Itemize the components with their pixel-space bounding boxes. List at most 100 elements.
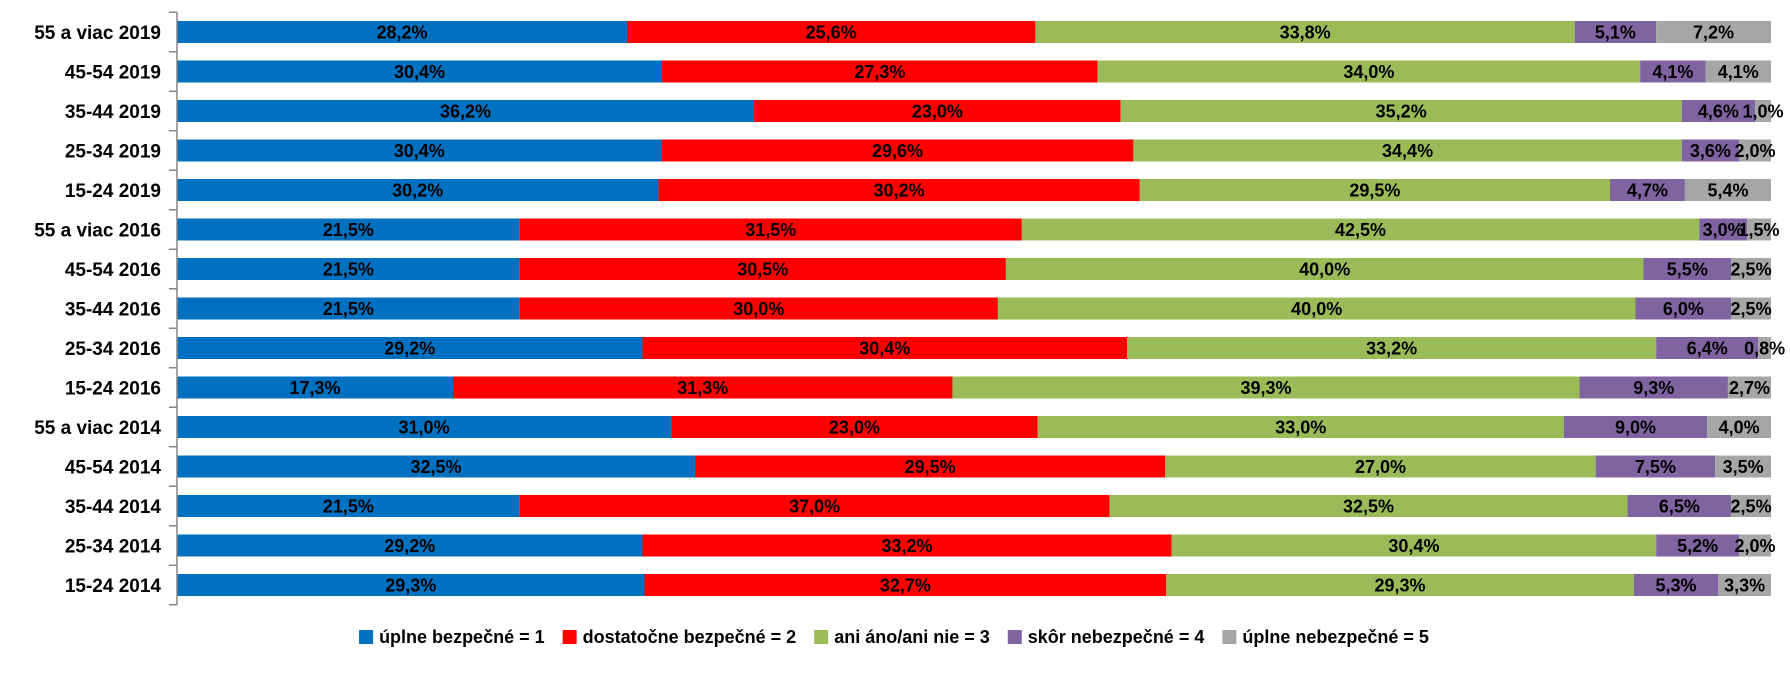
- bar-segment: [1133, 139, 1682, 162]
- bar-segment: [1747, 218, 1771, 241]
- category-label: 55 a viac 2014: [34, 418, 161, 439]
- legend-label: skôr nebezpečné = 4: [1028, 627, 1205, 647]
- data-label: 30,5%: [737, 260, 788, 280]
- bars-layer: [177, 21, 1771, 596]
- bar-segment: [1640, 60, 1706, 83]
- bar-segment: [952, 376, 1580, 399]
- bar-segment: [177, 297, 520, 320]
- category-label: 15-24 2014: [65, 576, 162, 597]
- data-label: 21,5%: [323, 299, 374, 319]
- bar-segment: [453, 376, 953, 399]
- bar-segment: [177, 534, 643, 557]
- data-label: 27,3%: [854, 62, 905, 82]
- bar-segment: [1715, 455, 1771, 478]
- data-label: 29,2%: [384, 536, 435, 556]
- category-label: 15-24 2019: [65, 181, 161, 202]
- bar-segment: [1758, 337, 1771, 359]
- data-label: 42,5%: [1335, 220, 1386, 240]
- data-label: 30,2%: [874, 181, 925, 201]
- data-label: 2,5%: [1731, 260, 1772, 280]
- bar-segment: [1005, 258, 1644, 280]
- data-label: 6,0%: [1663, 299, 1704, 319]
- data-label: 23,0%: [912, 102, 963, 122]
- data-label: 4,1%: [1718, 62, 1759, 82]
- bar-segment: [1166, 574, 1634, 596]
- data-label: 31,0%: [399, 418, 450, 438]
- data-label: 30,2%: [392, 181, 443, 201]
- data-label: 9,3%: [1633, 378, 1674, 398]
- category-labels: 55 a viac 2019 45-54 2019 35-44 2019 25-34 …: [34, 23, 161, 597]
- data-label: 7,2%: [1693, 23, 1734, 43]
- bar-segment: [1739, 139, 1771, 162]
- data-label: 21,5%: [323, 497, 374, 517]
- data-label: 6,4%: [1687, 339, 1728, 359]
- bar-segment: [997, 297, 1636, 320]
- data-label: 33,0%: [1275, 418, 1326, 438]
- bar-segment: [1699, 218, 1748, 241]
- data-label: 37,0%: [789, 497, 840, 517]
- bar-segment: [177, 100, 755, 122]
- bar-segment: [1574, 21, 1657, 43]
- category-label: 45-54 2019: [65, 63, 161, 84]
- data-label: 30,4%: [394, 141, 445, 161]
- bar-segment: [519, 258, 1006, 280]
- bar-segment: [1579, 376, 1728, 399]
- bar-segment: [1635, 297, 1732, 320]
- data-label: 4,7%: [1627, 181, 1668, 201]
- data-label: 5,5%: [1667, 260, 1708, 280]
- bar-segment: [1595, 455, 1716, 478]
- data-label: 2,0%: [1735, 141, 1776, 161]
- data-label: 34,4%: [1382, 141, 1433, 161]
- bar-segment: [642, 534, 1172, 557]
- data-label: 34,0%: [1343, 62, 1394, 82]
- data-label: 2,7%: [1729, 378, 1770, 398]
- bar-segment: [1097, 60, 1641, 83]
- bar-segment: [1171, 534, 1657, 557]
- bar-segment: [177, 416, 672, 438]
- data-label: 23,0%: [829, 418, 880, 438]
- category-label: 25-34 2016: [65, 339, 161, 360]
- bar-segment: [671, 416, 1038, 438]
- data-label: 4,6%: [1698, 102, 1739, 122]
- bar-segment: [662, 60, 1098, 83]
- bar-segment: [626, 21, 1036, 43]
- data-label: 33,8%: [1280, 23, 1331, 43]
- data-label: 32,7%: [880, 576, 931, 596]
- bar-segment: [1633, 574, 1719, 596]
- bar-segment: [1656, 534, 1740, 557]
- data-label: 9,0%: [1615, 418, 1656, 438]
- legend-swatch: [1007, 630, 1022, 644]
- bar-segment: [177, 139, 662, 162]
- data-label: 29,6%: [872, 141, 923, 161]
- legend-label: úplne bezpečné = 1: [379, 627, 545, 647]
- category-label: 35-44 2014: [65, 497, 162, 518]
- data-label: 33,2%: [882, 536, 933, 556]
- data-labels-layer: 28,2% 25,6% 33,8% 5,1% 7,2% 30,4% 27,3% 34,0% 4,…: [289, 23, 1785, 596]
- data-label: 29,2%: [384, 339, 435, 359]
- data-label: 3,6%: [1690, 141, 1731, 161]
- bar-segment: [1627, 495, 1732, 517]
- data-label: 6,5%: [1659, 497, 1700, 517]
- category-label: 25-34 2019: [65, 142, 161, 163]
- legend-label: ani áno/ani nie = 3: [834, 627, 990, 647]
- data-label: 31,5%: [745, 220, 796, 240]
- data-label: 5,1%: [1595, 23, 1636, 43]
- bar-segment: [177, 495, 520, 517]
- data-label: 33,2%: [1366, 339, 1417, 359]
- bar-segment: [1139, 179, 1611, 201]
- bar-segment: [1727, 376, 1771, 399]
- category-label: 25-34 2014: [65, 537, 162, 558]
- data-label: 5,4%: [1707, 181, 1748, 201]
- bar-segment: [1739, 534, 1771, 557]
- data-label: 39,3%: [1240, 378, 1291, 398]
- data-label: 5,2%: [1677, 536, 1718, 556]
- bar-segment: [754, 100, 1121, 122]
- bar-segment: [1656, 21, 1771, 43]
- data-label: 3,3%: [1724, 576, 1765, 596]
- data-label: 2,5%: [1731, 299, 1772, 319]
- bar-segment: [1643, 258, 1732, 280]
- bar-segment: [1718, 574, 1771, 596]
- legend-label: dostatočne bezpečné = 2: [583, 627, 797, 647]
- legend: úplne bezpečné = 1 dostatočne bezpečné = …: [359, 627, 1429, 647]
